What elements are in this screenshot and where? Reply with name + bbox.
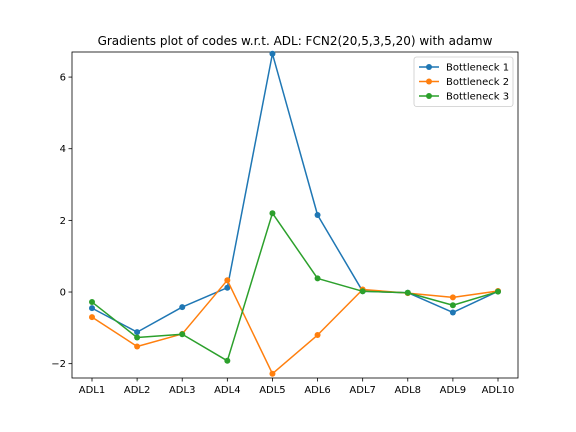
legend-marker: [426, 78, 432, 85]
data-point: [224, 357, 231, 364]
data-point: [359, 288, 366, 295]
data-point: [89, 299, 95, 306]
legend-marker: [426, 64, 432, 70]
legend: Bottleneck 1 Bottleneck 2 Bottleneck 3: [413, 56, 514, 107]
x-tick-label: ADL9: [440, 385, 466, 396]
series: [89, 210, 501, 364]
series-layer: [89, 50, 501, 377]
x-tick-label: ADL1: [79, 385, 105, 396]
legend-box: [413, 56, 514, 107]
data-point: [179, 304, 186, 311]
data-point: [314, 212, 321, 218]
chart-title: Gradients plot of codes w.r.t. ADL: FCN2…: [98, 34, 493, 48]
x-tick-label: ADL5: [259, 385, 285, 396]
data-point: [179, 331, 186, 338]
legend-marker: [426, 93, 432, 99]
y-tick-label: 6: [60, 73, 66, 84]
data-point: [495, 288, 501, 295]
x-tick-label: ADL4: [214, 385, 240, 396]
x-tick-label: ADL3: [169, 385, 195, 396]
data-point: [449, 309, 456, 316]
data-point: [224, 284, 231, 291]
data-point: [89, 305, 95, 312]
series: [89, 277, 501, 377]
x-tick-label: ADL8: [395, 385, 421, 396]
data-point: [89, 314, 95, 321]
series-line: [91, 212, 499, 362]
y-tick-label: 0: [60, 288, 66, 299]
y-tick-label: 4: [60, 144, 66, 155]
axes-frame: [71, 51, 519, 379]
data-point: [314, 275, 321, 282]
data-point: [404, 289, 411, 296]
legend-entry: Bottleneck 2: [419, 77, 509, 88]
x-axis-ticks: ADL1 ADL2 ADL3 ADL4 ADL5 ADL6 ADL7 ADL8 ADL9 ADL1…: [79, 378, 515, 396]
data-point: [449, 294, 456, 301]
legend-entry: Bottleneck 1: [419, 63, 509, 74]
legend-label: Bottleneck 3: [446, 92, 509, 103]
x-tick-label: ADL10: [482, 385, 515, 396]
series-line: [91, 279, 499, 375]
x-tick-label: ADL2: [124, 385, 150, 396]
series-line: [91, 53, 499, 333]
data-point: [449, 302, 456, 309]
data-point: [224, 277, 231, 284]
data-point: [134, 329, 141, 336]
data-point: [134, 334, 141, 341]
data-point: [269, 370, 276, 377]
data-point: [269, 50, 276, 57]
y-tick-label: −2: [51, 359, 66, 370]
y-axis-ticks: −2 0 2 4 6: [51, 73, 72, 370]
data-point: [269, 210, 276, 217]
data-point: [134, 343, 141, 350]
x-tick-label: ADL7: [349, 385, 375, 396]
legend-label: Bottleneck 1: [446, 63, 509, 74]
x-tick-label: ADL6: [304, 385, 330, 396]
legend-label: Bottleneck 2: [446, 77, 509, 88]
plot-area: [71, 51, 519, 379]
y-tick-label: 2: [60, 216, 66, 227]
data-point: [314, 332, 321, 339]
legend-entry: Bottleneck 3: [419, 92, 509, 103]
